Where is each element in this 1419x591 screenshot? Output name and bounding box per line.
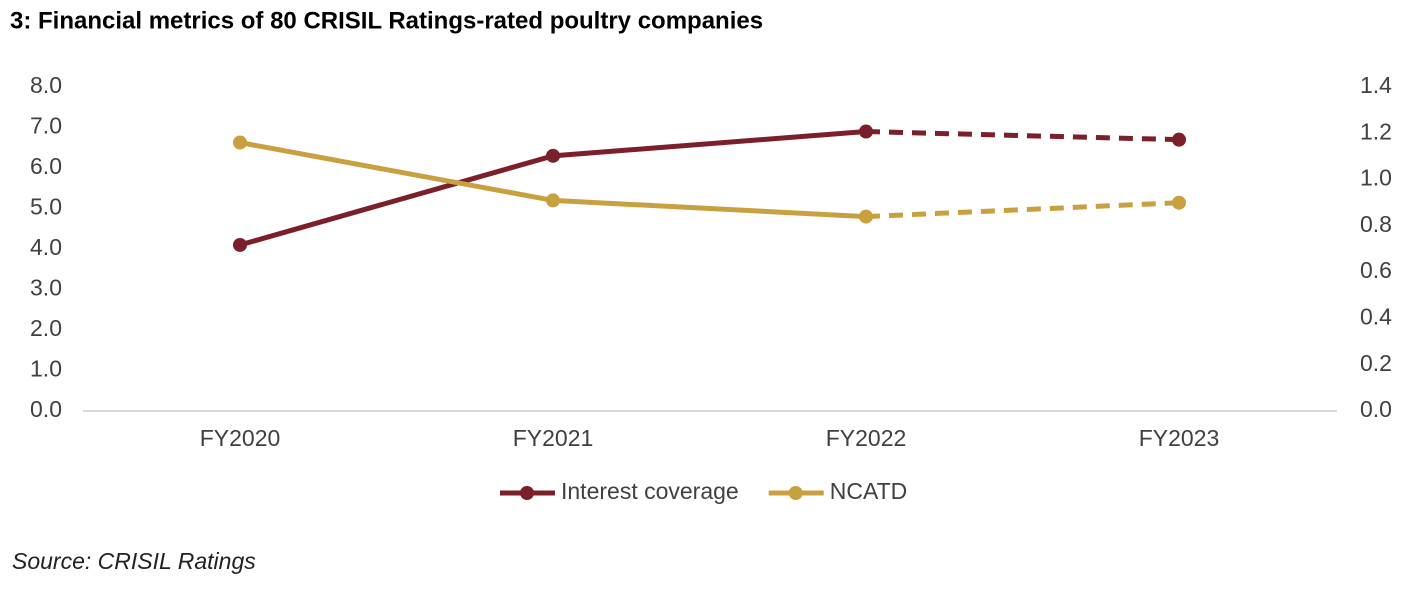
series-line bbox=[865, 200, 1180, 220]
y-tick-label: 4.0 bbox=[30, 234, 62, 260]
y2-tick-label: 1.4 bbox=[1360, 72, 1392, 98]
y-tick-label: 2.0 bbox=[30, 315, 62, 341]
y2-tick-label: 0.4 bbox=[1360, 304, 1392, 330]
y2-tick-label: 0.0 bbox=[1360, 396, 1392, 422]
y-tick-label: 8.0 bbox=[30, 72, 62, 98]
series-marker bbox=[546, 148, 560, 163]
y-tick-label: 5.0 bbox=[30, 194, 62, 220]
chart-title: 3: Financial metrics of 80 CRISIL Rating… bbox=[10, 7, 763, 34]
source-note: Source: CRISIL Ratings bbox=[12, 548, 256, 574]
series-marker bbox=[1172, 195, 1186, 210]
series-line bbox=[239, 129, 867, 248]
y2-tick-label: 1.2 bbox=[1360, 118, 1392, 144]
y-tick-label: 3.0 bbox=[30, 275, 62, 301]
series-marker bbox=[1172, 132, 1186, 147]
y-tick-label: 1.0 bbox=[30, 356, 62, 382]
series-marker bbox=[859, 124, 873, 139]
legend-label: NCATD bbox=[830, 478, 908, 504]
series-marker bbox=[233, 237, 247, 252]
y2-tick-label: 1.0 bbox=[1360, 165, 1392, 191]
x-tick-label: FY2022 bbox=[826, 425, 907, 451]
series-marker bbox=[546, 193, 560, 208]
y2-tick-label: 0.2 bbox=[1360, 350, 1392, 376]
legend-label: Interest coverage bbox=[561, 478, 739, 504]
y-tick-label: 7.0 bbox=[30, 113, 62, 139]
x-tick-label: FY2023 bbox=[1139, 425, 1220, 451]
x-tick-label: FY2021 bbox=[513, 425, 594, 451]
series-marker bbox=[859, 209, 873, 224]
legend-swatch-marker bbox=[788, 486, 803, 500]
y2-tick-label: 0.6 bbox=[1360, 257, 1392, 283]
y2-tick-label: 0.8 bbox=[1360, 211, 1392, 237]
legend-swatch-marker bbox=[520, 486, 534, 500]
y-tick-label: 0.0 bbox=[30, 396, 62, 422]
series-marker bbox=[233, 135, 247, 150]
series-line bbox=[865, 129, 1180, 143]
x-tick-label: FY2020 bbox=[200, 425, 281, 451]
y-tick-label: 6.0 bbox=[30, 153, 62, 179]
